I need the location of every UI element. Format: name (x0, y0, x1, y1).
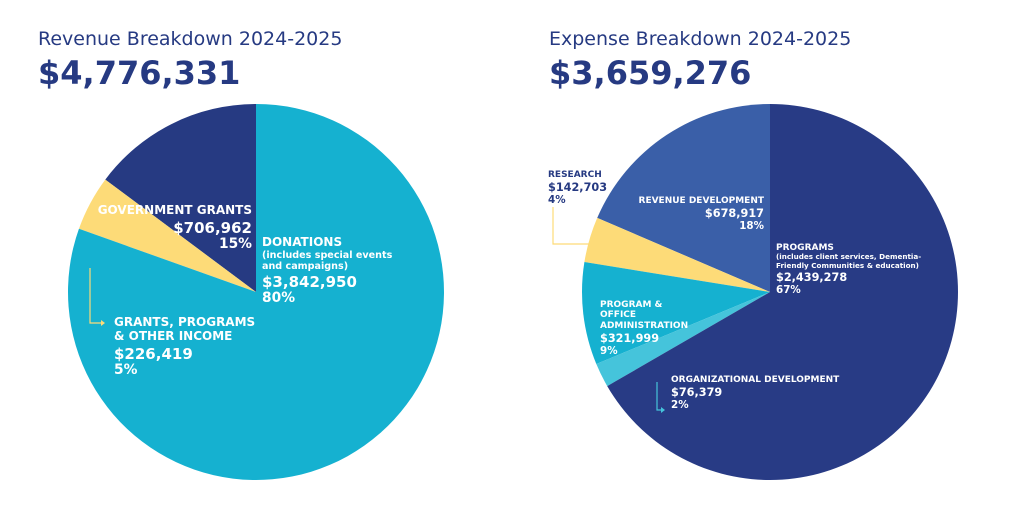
percent-label: 9% (600, 344, 618, 357)
amount-label: $321,999 (600, 332, 660, 346)
percent-label: 15% (218, 236, 252, 253)
slice-label: GOVERNMENT GRANTS $706,962 15% (82, 203, 252, 253)
percent-label: 5% (114, 361, 138, 378)
pie-slice (105, 104, 256, 292)
category-label: RESEARCH (548, 170, 602, 180)
category-label: ORGANIZATIONAL DEVELOPMENT (671, 375, 840, 385)
connector (89, 268, 101, 324)
chart-total: $4,776,331 (38, 54, 241, 92)
amount-label: $2,439,278 (776, 270, 848, 284)
slice-label: PROGRAMS (includes client services, Demen… (776, 243, 951, 297)
slice-label: PROGRAM & OFFICE ADMINISTRATION $321,999 9… (600, 300, 700, 358)
amount-label: $678,917 (704, 207, 764, 221)
slice-label: REVENUE DEVELOPMENT $678,917 18% (614, 196, 764, 233)
arrow (101, 320, 105, 326)
pie-slice (597, 104, 770, 292)
percent-label: 4% (548, 194, 566, 207)
pie-slice (78, 179, 256, 292)
amount-label: $706,962 (173, 218, 252, 237)
pie-slice (607, 104, 958, 480)
amount-label: $226,419 (114, 344, 193, 363)
pie-slice (584, 217, 770, 292)
slice-label: RESEARCH $142,703 4% (548, 170, 628, 207)
category-label: GOVERNMENT GRANTS (97, 203, 252, 217)
connectors (89, 207, 665, 413)
amount-label: $3,842,950 (262, 272, 357, 291)
pie-slice (581, 262, 770, 364)
category-label: DONATIONS (262, 235, 343, 249)
amount-label: $76,379 (671, 386, 723, 400)
category-note: (includes client services, Dementia-Frie… (776, 252, 922, 270)
connector (656, 382, 661, 411)
arrow (661, 407, 665, 413)
percent-label: 18% (739, 220, 764, 233)
slice-label: DONATIONS (includes special events and ca… (262, 235, 402, 307)
pie-slice (68, 104, 444, 480)
slice-label: GRANTS, PROGRAMS & OTHER INCOME $226,419 5… (114, 315, 264, 379)
percent-label: 2% (671, 399, 689, 412)
category-label: REVENUE DEVELOPMENT (638, 196, 764, 206)
category-label: GRANTS, PROGRAMS & OTHER INCOME (114, 315, 256, 343)
chart-total: $3,659,276 (549, 54, 752, 92)
category-note: (includes special events and campaigns) (262, 249, 393, 272)
connector (552, 207, 593, 245)
percent-label: 80% (262, 290, 296, 307)
percent-label: 67% (776, 283, 801, 296)
chart-title: Revenue Breakdown 2024-2025 (38, 28, 343, 50)
pie-slice (596, 292, 770, 387)
chart-title: Expense Breakdown 2024-2025 (549, 28, 852, 50)
category-label: PROGRAMS (776, 243, 834, 253)
category-label: PROGRAM & OFFICE ADMINISTRATION (600, 300, 689, 331)
amount-label: $142,703 (548, 181, 608, 195)
slice-label: ORGANIZATIONAL DEVELOPMENT $76,379 2% (671, 375, 851, 412)
